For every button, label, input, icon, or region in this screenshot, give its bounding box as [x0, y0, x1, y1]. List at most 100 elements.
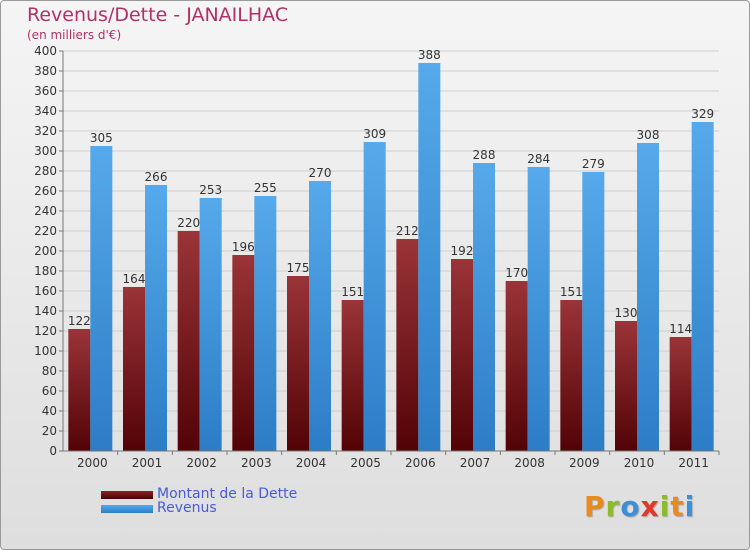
data-label-dette: 151	[341, 285, 364, 299]
logo-letter: o	[620, 490, 641, 523]
y-tick-label: 40	[42, 404, 57, 418]
data-label-dette: 130	[615, 306, 638, 320]
bar-dette	[177, 231, 200, 451]
legend-swatch-revenus	[101, 505, 153, 513]
y-tick-label: 80	[42, 364, 57, 378]
bar-dette	[615, 321, 637, 451]
bar-dette	[560, 300, 583, 451]
x-tick-label: 2004	[296, 456, 327, 470]
x-tick-label: 2008	[514, 456, 545, 470]
y-tick-label: 340	[34, 104, 57, 118]
data-label-dette: 175	[287, 261, 310, 275]
data-label-dette: 212	[396, 224, 419, 238]
x-tick-label: 2007	[460, 456, 491, 470]
y-tick-label: 220	[34, 224, 57, 238]
chart-title: Revenus/Dette - JANAILHAC	[27, 4, 289, 26]
data-label-dette: 164	[123, 272, 146, 286]
bar-dette	[396, 239, 419, 451]
x-tick-label: 2003	[241, 456, 272, 470]
data-label-dette: 151	[560, 285, 583, 299]
y-tick-label: 300	[34, 144, 57, 158]
bar-revenus	[637, 143, 659, 451]
axes: 0 20 40 60 80 100 120 140 160 180 200 220 240 260 280 3…	[34, 44, 720, 470]
y-tick-label: 200	[34, 244, 57, 258]
bar-dette	[341, 300, 364, 451]
x-tick-label: 2011	[678, 456, 709, 470]
logo-letter: r	[605, 490, 621, 523]
x-tick-label: 2000	[77, 456, 108, 470]
y-tick-label: 100	[34, 344, 57, 358]
y-tick-label: 20	[42, 424, 57, 438]
x-tick-label: 2006	[405, 456, 436, 470]
logo-letter: i	[684, 490, 696, 523]
bar-dette	[451, 259, 473, 451]
x-tick-label: 2001	[132, 456, 163, 470]
data-label-revenus: 266	[145, 170, 168, 184]
y-tick-label: 120	[34, 324, 57, 338]
x-tick-label: 2010	[624, 456, 655, 470]
y-tick-label: 280	[34, 164, 57, 178]
data-label-revenus: 255	[254, 181, 277, 195]
bar-revenus	[527, 167, 550, 451]
bar-revenus	[473, 163, 495, 451]
data-label-dette: 122	[68, 314, 91, 328]
proxiti-logo: Proxiti	[584, 490, 695, 523]
data-label-dette: 220	[177, 216, 200, 230]
bar-revenus	[418, 63, 441, 451]
bar-revenus	[90, 146, 113, 451]
data-label-dette: 170	[505, 266, 528, 280]
y-tick-label: 260	[34, 184, 57, 198]
y-tick-label: 360	[34, 84, 57, 98]
y-tick-label: 320	[34, 124, 57, 138]
data-label-revenus: 284	[527, 152, 550, 166]
y-tick-label: 380	[34, 64, 57, 78]
y-tick-label: 160	[34, 284, 57, 298]
y-tick-label: 400	[34, 44, 57, 58]
bar-revenus	[145, 185, 167, 451]
legend-label-dette: Montant de la Dette	[157, 486, 298, 502]
bar-dette	[123, 287, 145, 451]
x-tick-label: 2005	[350, 456, 381, 470]
data-label-dette: 192	[451, 244, 474, 258]
x-tick-label: 2009	[569, 456, 600, 470]
data-label-revenus: 388	[418, 48, 441, 62]
logo-letter: i	[659, 490, 671, 523]
bar-revenus	[309, 181, 331, 451]
bar-revenus	[691, 122, 714, 451]
grid-lines	[63, 50, 719, 452]
bar-dette	[669, 337, 692, 451]
bar-revenus	[199, 198, 222, 451]
bar-dette	[232, 255, 255, 451]
data-label-revenus: 270	[309, 166, 332, 180]
bar-dette	[287, 276, 309, 451]
data-label-revenus: 288	[473, 148, 496, 162]
bar-dette	[68, 329, 91, 451]
y-tick-label: 60	[42, 384, 57, 398]
chart-subtitle: (en milliers d'€)	[27, 28, 122, 42]
y-tick-label: 0	[49, 444, 57, 458]
y-tick-label: 140	[34, 304, 57, 318]
logo-letter: x	[640, 490, 660, 523]
data-label-revenus: 279	[582, 157, 605, 171]
x-tick-label: 2002	[186, 456, 217, 470]
logo-letter: t	[670, 490, 685, 523]
y-tick-label: 180	[34, 264, 57, 278]
logo-letter: P	[584, 490, 606, 523]
bars	[68, 63, 714, 451]
legend-swatch-dette	[101, 491, 153, 499]
data-label-revenus: 308	[637, 128, 660, 142]
data-label-revenus: 253	[199, 183, 222, 197]
y-tick-label: 240	[34, 204, 57, 218]
data-label-revenus: 329	[691, 107, 714, 121]
bar-revenus	[254, 196, 277, 451]
data-label-revenus: 309	[363, 127, 386, 141]
legend-label-revenus: Revenus	[157, 500, 217, 516]
bar-revenus	[363, 142, 386, 451]
data-label-revenus: 305	[90, 131, 113, 145]
data-labels: 122 305 164 266 220 253 196 255 175 270 151 309 212 3…	[68, 48, 714, 336]
data-label-dette: 196	[232, 240, 255, 254]
bar-dette	[505, 281, 528, 451]
data-label-dette: 114	[669, 322, 692, 336]
